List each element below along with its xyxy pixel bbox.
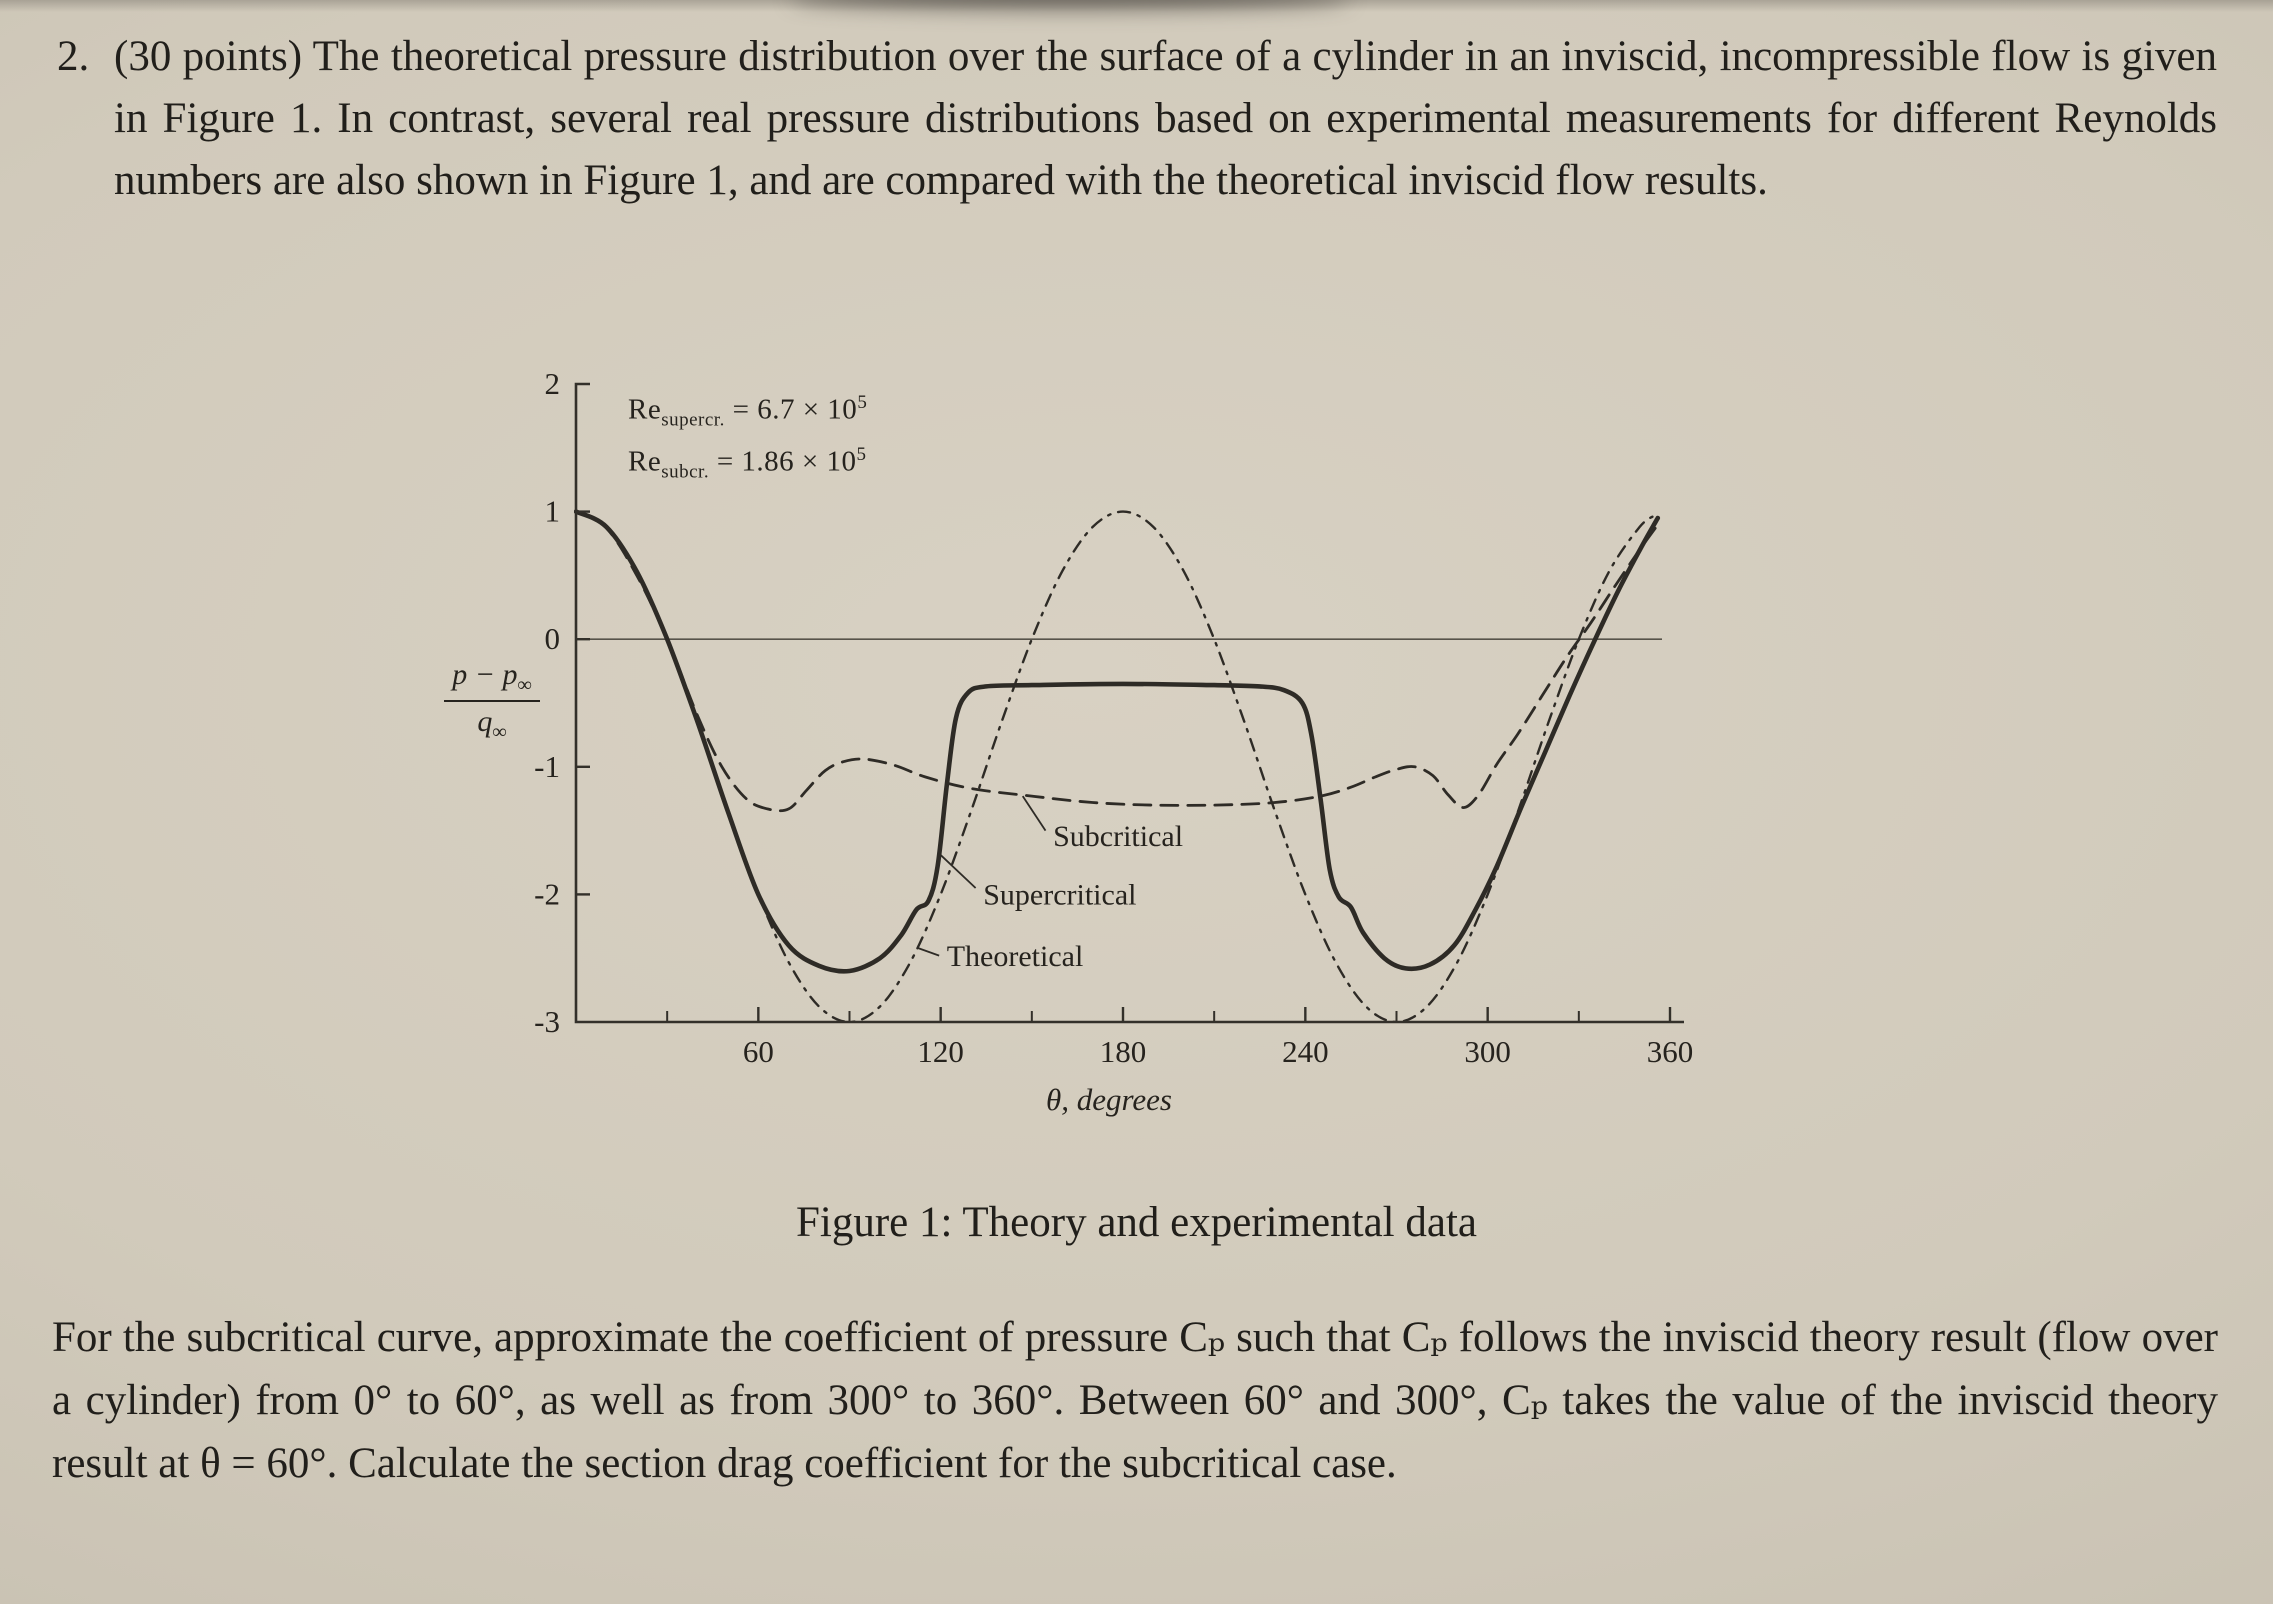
photo-top-blur-shadow bbox=[790, 0, 1350, 10]
curve-supercritical bbox=[574, 509, 1661, 974]
y-tick-label: 0 bbox=[545, 621, 561, 656]
x-axis-label: θ, degrees bbox=[1046, 1082, 1172, 1117]
closing-paragraph: For the subcritical curve, approximate t… bbox=[52, 1314, 2218, 1487]
figure-caption: Figure 1: Theory and experimental data bbox=[795, 1199, 1477, 1246]
curve-subcritical bbox=[574, 510, 1663, 813]
x-tick-label: 120 bbox=[917, 1034, 964, 1069]
axes bbox=[574, 382, 1684, 1024]
curve-theoretical bbox=[574, 510, 1656, 1022]
problem-text: (30 points) The theoretical pressure dis… bbox=[114, 33, 2217, 204]
annotation-subcritical: Subcritical bbox=[1053, 820, 1183, 853]
annotation-supercritical: Supercritical bbox=[983, 879, 1136, 912]
x-tick-label: 180 bbox=[1100, 1034, 1147, 1069]
annotation-theoretical: Theoretical bbox=[947, 940, 1084, 973]
y-tick-label: -2 bbox=[534, 876, 560, 911]
figure-1-plot: 2 1 0 -1 -2 -3 60 120 180 240 300 360 θ, degrees Subc… bbox=[534, 366, 1694, 1117]
problem-number: 2. bbox=[57, 33, 90, 80]
figure-1: 2 1 0 -1 -2 -3 60 120 180 240 300 360 θ, degrees Subc… bbox=[380, 340, 1800, 1140]
problem-statement: 2. (30 points) The theoretical pressure … bbox=[57, 26, 2217, 212]
x-tick-label: 360 bbox=[1647, 1034, 1694, 1069]
leader-line-supercritical bbox=[938, 852, 977, 889]
legend-re-supercritical: Resupercr. = 6.7 × 105 bbox=[628, 392, 868, 431]
x-tick-label: 240 bbox=[1282, 1034, 1329, 1069]
y-axis-label-denominator: q∞ bbox=[477, 705, 507, 743]
leader-line-subcritical bbox=[1021, 795, 1047, 832]
chart-legend: Resupercr. = 6.7 × 105 Resubcr. = 1.86 ×… bbox=[628, 392, 867, 497]
y-tick-label: 2 bbox=[545, 366, 561, 401]
y-tick-label: 1 bbox=[545, 494, 561, 529]
legend-re-subcritical: Resubcr. = 1.86 × 105 bbox=[628, 444, 867, 483]
y-tick-label: -3 bbox=[534, 1004, 560, 1039]
y-axis-label-numerator: p − p∞ bbox=[444, 658, 540, 702]
x-tick-label: 300 bbox=[1464, 1034, 1511, 1069]
x-tick-label: 60 bbox=[743, 1034, 774, 1069]
leader-line-theoretical bbox=[917, 947, 940, 957]
y-axis-label: p − p∞ q∞ bbox=[422, 658, 562, 744]
y-tick-label: -1 bbox=[534, 749, 560, 784]
